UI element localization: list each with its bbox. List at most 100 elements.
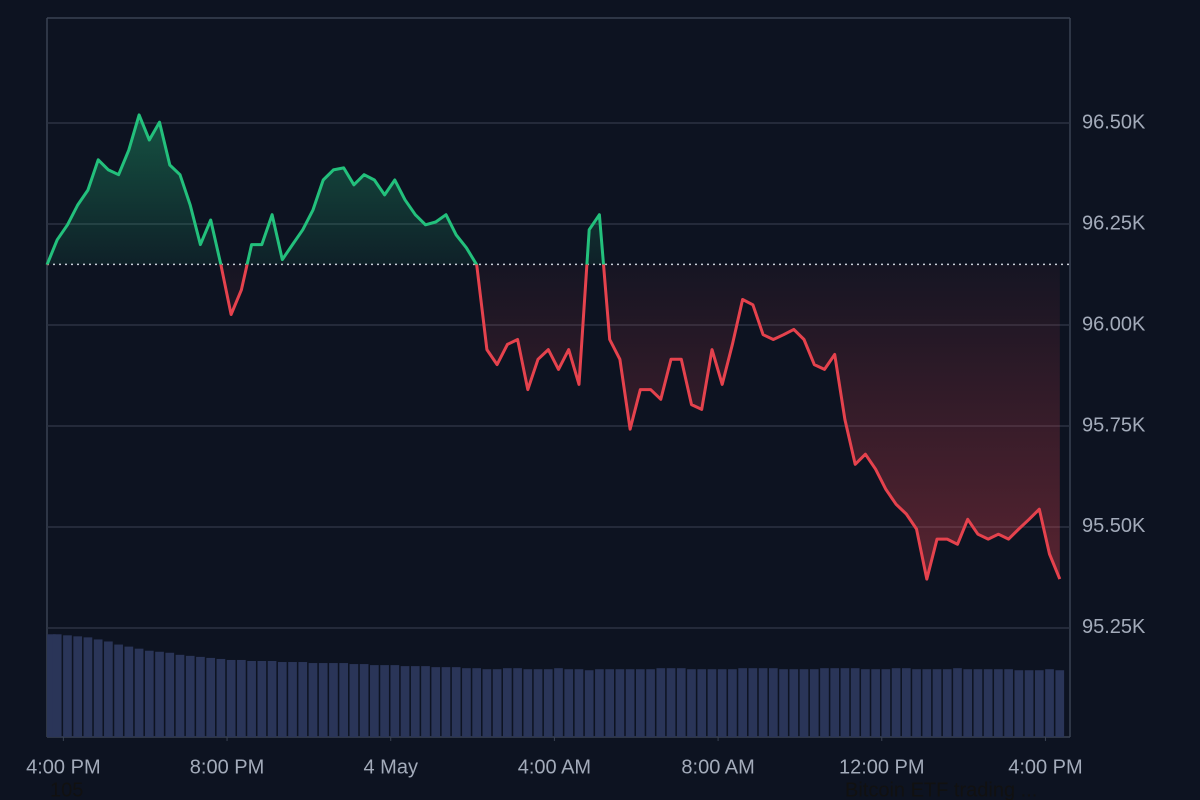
volume-bar [63,635,72,737]
volume-bar [359,664,369,737]
x-tick-label: 8:00 AM [681,756,754,778]
volume-bar [717,669,727,737]
volume-bar [809,669,819,737]
volume-bar [1055,670,1065,737]
volume-bar [124,646,134,737]
volume-bar [380,665,389,737]
x-tick-label: 12:00 PM [839,756,925,778]
price-line [45,113,1062,581]
volume-bar [595,669,604,737]
y-tick-label: 95.50K [1082,515,1146,537]
y-tick-label: 96.50K [1082,111,1146,133]
x-tick-label: 4:00 AM [518,756,591,778]
volume-bar [472,668,482,737]
volume-bar [728,669,737,737]
volume-bar [503,668,512,737]
volume-bar [861,669,870,737]
volume-bar [237,659,246,737]
volume-bar [462,668,471,737]
volume-bar [329,663,338,737]
volume-bar [349,664,359,737]
volume-bar [288,662,297,737]
volume-bar [543,669,553,737]
volume-bar [789,669,799,737]
volume-bar [748,668,758,737]
volume-bar [625,669,635,737]
volume-bar [768,668,778,737]
y-tick-label: 96.25K [1082,212,1146,234]
volume-bar [298,662,308,737]
y-tick-label: 95.25K [1082,616,1146,638]
volume-bar [830,668,840,737]
volume-bar [400,666,410,737]
volume-bar [584,670,594,737]
volume-bar [267,660,277,737]
volume-bar [1024,670,1034,737]
volume-bar [175,654,185,737]
volume-bar [1034,670,1044,737]
annotation: Bitcoin ETF trading ... [845,779,1037,800]
volume-bar [799,669,809,737]
volume-bar [216,658,226,737]
volume-bar [738,668,747,737]
volume-bar [257,660,267,737]
volume-bar [666,668,676,737]
volume-bar [1045,669,1054,737]
volume-bar [431,667,441,737]
volume-bar [114,644,123,737]
volume-bar [615,669,625,737]
volume-bar [308,663,318,737]
volume-bar [165,652,175,737]
volume-bar [953,668,962,737]
annotation: 105 [50,779,83,800]
volume-bar [554,668,563,737]
volume-bar [1014,670,1024,737]
volume-bar [196,656,205,737]
price-area [47,114,1060,580]
volume-bar [687,669,696,737]
volume-bar [73,636,83,737]
volume-bar [247,660,256,737]
volume-bar [779,669,788,737]
volume-bar [277,662,287,737]
volume-bar [492,669,502,737]
volume-bar [932,669,942,737]
volume-bar [881,669,891,737]
volume-bar [922,669,932,737]
volume-bar [820,668,829,737]
volume-bar [983,669,993,737]
volume-bar [697,669,707,737]
volume-bar [104,641,113,737]
volume-bar [963,669,973,737]
volume-bar [656,668,666,737]
volume-bar [144,650,154,737]
volume-bar [155,651,164,737]
volume-bar [891,668,901,737]
x-tick-label: 4:00 PM [1008,756,1082,778]
volume-bar [83,637,93,737]
volume-bar [441,667,451,737]
volume-bar [564,669,574,737]
volume-bar [912,669,921,737]
x-tick-label: 4:00 PM [26,756,100,778]
volume-bar [52,634,62,737]
volume-bar [390,665,400,737]
volume-bar [676,668,686,737]
volume-bar [523,669,533,737]
volume-bar [185,655,195,737]
volume-bar [134,648,144,737]
x-tick-label: 4 May [363,756,417,778]
volume-bar [707,669,717,737]
volume-bar [646,669,655,737]
volume-bar [758,668,768,737]
volume-bar [226,659,236,737]
volume-bar [1004,669,1013,737]
volume-bar [370,665,379,737]
volume-bar [410,666,420,737]
volume-bar [47,634,56,737]
volume-bar [482,669,492,737]
y-tick-label: 95.75K [1082,414,1146,436]
volume-bar [93,639,103,737]
volume-bar [850,668,860,737]
